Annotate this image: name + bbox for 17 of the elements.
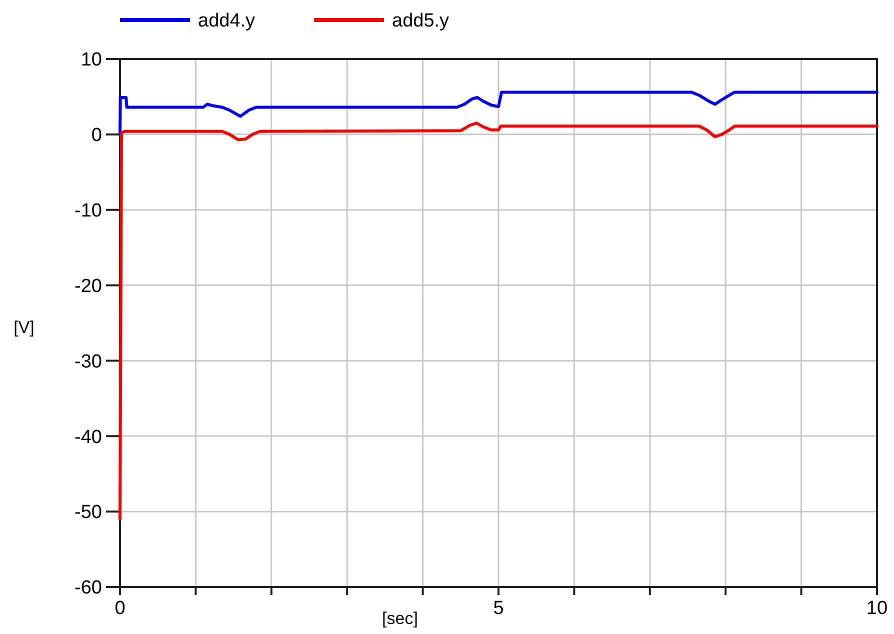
legend-label: add4.y <box>198 10 256 32</box>
line-series <box>118 122 878 521</box>
y-tick-label: -30 <box>74 351 102 372</box>
x-axis-title: [sec] <box>382 609 418 628</box>
y-tick-label: -40 <box>74 426 102 448</box>
legend-label: add5.y <box>392 10 450 32</box>
x-tick-label: 0 <box>114 598 126 619</box>
x-tick-label: 10 <box>866 598 888 619</box>
y-tick-label: 10 <box>80 50 102 71</box>
line-series <box>118 90 878 136</box>
y-tick-label: -10 <box>74 200 102 222</box>
y-tick-label: -20 <box>74 276 102 297</box>
y-axis-title: [V] <box>14 318 34 337</box>
y-tick-label: -50 <box>74 502 102 524</box>
x-tick-label: 5 <box>493 598 504 619</box>
y-tick-label: 0 <box>91 125 102 146</box>
y-tick-label: -60 <box>74 578 102 599</box>
